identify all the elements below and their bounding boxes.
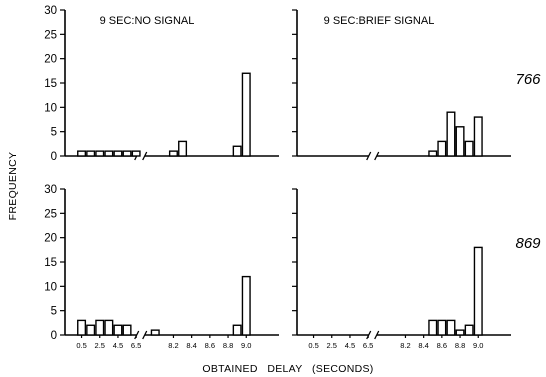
axis-break-mark — [142, 330, 148, 340]
y-tick-label: 10 — [44, 102, 57, 114]
bar — [428, 150, 438, 157]
y-tick-label: 5 — [51, 306, 57, 318]
bar — [104, 150, 114, 157]
x-tick-label: 6.5 — [363, 341, 373, 350]
x-tick-label: 0.5 — [76, 341, 86, 350]
bar — [77, 319, 87, 336]
x-tick-label: 0.5 — [308, 341, 318, 350]
chart-root: 0 5 10 15 20 25 30 9 SEC:NO SIGNAL 9 SEC:BRIEF S… — [44, 5, 541, 350]
y-tick-label: 15 — [44, 257, 57, 269]
y-tick-label: 20 — [44, 54, 57, 66]
y-tick-label: 0 — [51, 330, 57, 342]
axis-break-mark — [374, 151, 380, 161]
panel-title: 9 SEC:NO SIGNAL — [100, 15, 195, 27]
bar — [437, 319, 447, 336]
bar — [122, 324, 132, 336]
panel-4: 0.5 2.5 4.5 6.5 8.2 8.4 8.6 8.8 9.0 869 — [292, 188, 541, 350]
bar — [473, 116, 483, 157]
bar — [77, 150, 87, 157]
x-tick-label: 8.4 — [418, 341, 428, 350]
bar — [464, 140, 474, 157]
bar — [86, 150, 96, 157]
y-axis-label: FREQUENCY — [7, 152, 19, 221]
bar — [95, 150, 105, 157]
x-tick-label: 6.5 — [131, 341, 141, 350]
y-tick-label: 0 — [51, 151, 57, 163]
bar — [131, 150, 141, 157]
bar — [446, 111, 456, 157]
x-tick-label: 9.0 — [473, 341, 483, 350]
panel-1: 0 5 10 15 20 25 30 9 SEC:NO SIGNAL — [44, 5, 279, 163]
axis-break-mark — [142, 151, 148, 161]
x-tick-label: 4.5 — [345, 341, 355, 350]
y-tick-label: 25 — [44, 208, 57, 220]
x-tick-label: 8.8 — [223, 341, 233, 350]
panel-3: 0 5 10 15 20 25 30 0.5 2.5 4.5 6.5 8.2 8.4 8.6 8.8 9.0 — [44, 184, 279, 350]
bar — [241, 275, 251, 336]
subject-label: 869 — [515, 235, 541, 252]
x-tick-label: 4.5 — [113, 341, 123, 350]
bar — [122, 150, 132, 157]
bar — [150, 329, 160, 336]
x-tick-label: 8.2 — [168, 341, 178, 350]
bar — [232, 324, 242, 336]
panel-title: 9 SEC:BRIEF SIGNAL — [324, 15, 435, 27]
bar — [473, 246, 483, 336]
bar — [446, 319, 456, 336]
bar — [104, 319, 114, 336]
bar — [95, 319, 105, 336]
bar — [113, 324, 123, 336]
x-tick-label: 2.5 — [95, 341, 105, 350]
y-tick-label: 30 — [44, 184, 57, 196]
bar — [241, 72, 251, 157]
x-tick-label: 2.5 — [327, 341, 337, 350]
x-tick-label: 8.6 — [205, 341, 215, 350]
bar — [455, 329, 465, 336]
bar — [113, 150, 123, 157]
bar — [232, 145, 242, 157]
bar — [464, 324, 474, 336]
axis-break-mark — [374, 330, 380, 340]
x-tick-label: 8.4 — [186, 341, 196, 350]
y-tick-label: 20 — [44, 233, 57, 245]
bar — [455, 126, 465, 157]
x-tick-label: 8.8 — [455, 341, 465, 350]
y-tick-label: 15 — [44, 78, 57, 90]
x-tick-label: 8.6 — [437, 341, 447, 350]
bar — [178, 140, 188, 157]
y-tick-label: 5 — [51, 127, 57, 139]
panel-2: 9 SEC:BRIEF SIGNAL 766 — [292, 9, 541, 161]
y-tick-label: 30 — [44, 5, 57, 17]
x-tick-label: 8.2 — [400, 341, 410, 350]
bar — [428, 319, 438, 336]
bar — [437, 140, 447, 157]
axis-break-mark — [366, 151, 372, 161]
subject-label: 766 — [515, 71, 541, 88]
bar — [86, 324, 96, 336]
y-tick-label: 25 — [44, 29, 57, 41]
x-tick-label: 9.0 — [241, 341, 251, 350]
y-tick-label: 10 — [44, 281, 57, 293]
bar — [168, 150, 178, 157]
x-axis-label: OBTAINED DELAY (SECONDS) — [202, 363, 373, 375]
